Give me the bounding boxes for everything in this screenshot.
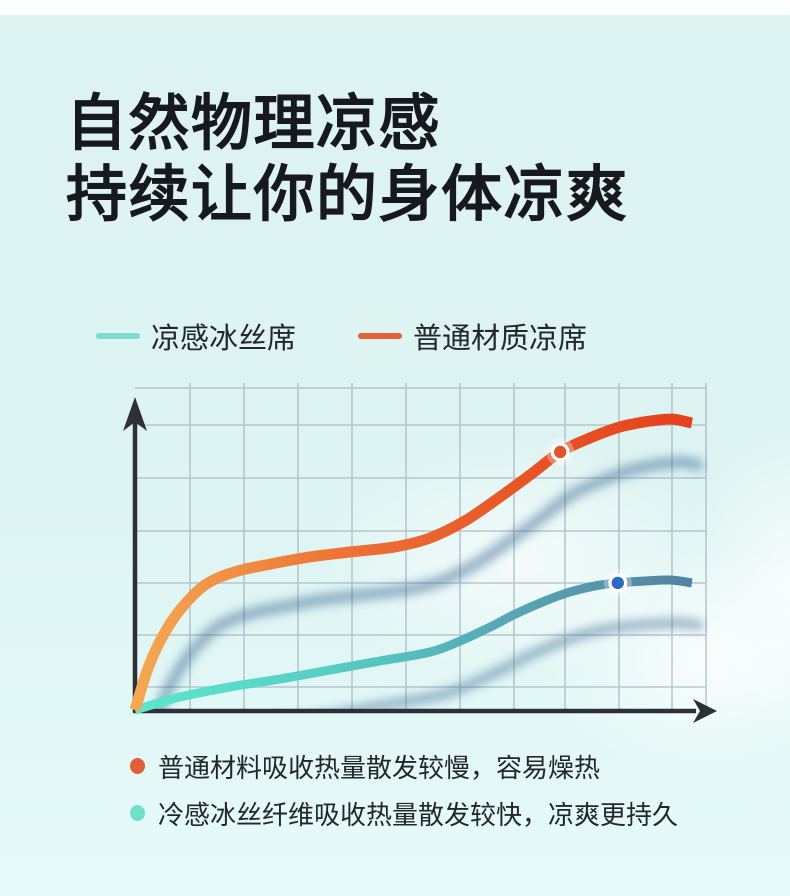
legend-swatch-ice-silk	[96, 333, 140, 339]
notes: 普通材料吸收热量散发较慢，容易燥热 冷感冰丝纤维吸收热量散发较快，凉爽更持久	[130, 749, 678, 843]
x-axis-arrow-icon	[693, 699, 717, 723]
series-curve-ordinary-material-mat	[129, 413, 694, 712]
data-point-marker-ice-silk-cooling-mat	[603, 568, 632, 597]
chart-legend: 凉感冰丝席 普通材质凉席	[96, 315, 587, 357]
title-line-1: 自然物理凉感	[66, 89, 442, 157]
note-text-ice-silk: 冷感冰丝纤维吸收热量散发较快，凉爽更持久	[158, 799, 679, 830]
note-bullet-orange	[130, 758, 145, 774]
legend-swatch-ordinary	[358, 333, 403, 339]
top-white-strip	[0, 0, 790, 15]
legend-item-ordinary: 普通材质凉席	[358, 315, 587, 357]
note-ordinary-material: 普通材料吸收热量散发较慢，容易燥热	[130, 749, 678, 783]
curve-shadows	[154, 456, 705, 709]
data-point-marker-ordinary-material-mat	[546, 437, 575, 466]
title-line-2: 持续让你的身体凉爽	[66, 160, 629, 228]
series-curve-ice-silk-cooling-mat	[133, 575, 693, 715]
note-bullet-teal	[130, 805, 145, 821]
note-ice-silk-fiber: 冷感冰丝纤维吸收热量散发较快，凉爽更持久	[130, 796, 678, 830]
page-title: 自然物理凉感 持续让你的身体凉爽	[66, 88, 629, 230]
legend-item-ice-silk: 凉感冰丝席	[96, 315, 296, 357]
legend-label-ordinary: 普通材质凉席	[413, 323, 588, 355]
chart-axes	[123, 397, 717, 723]
note-text-ordinary: 普通材料吸收热量散发较慢，容易燥热	[158, 752, 601, 783]
y-axis-arrow-icon	[123, 397, 147, 431]
legend-label-ice-silk: 凉感冰丝席	[151, 323, 297, 355]
